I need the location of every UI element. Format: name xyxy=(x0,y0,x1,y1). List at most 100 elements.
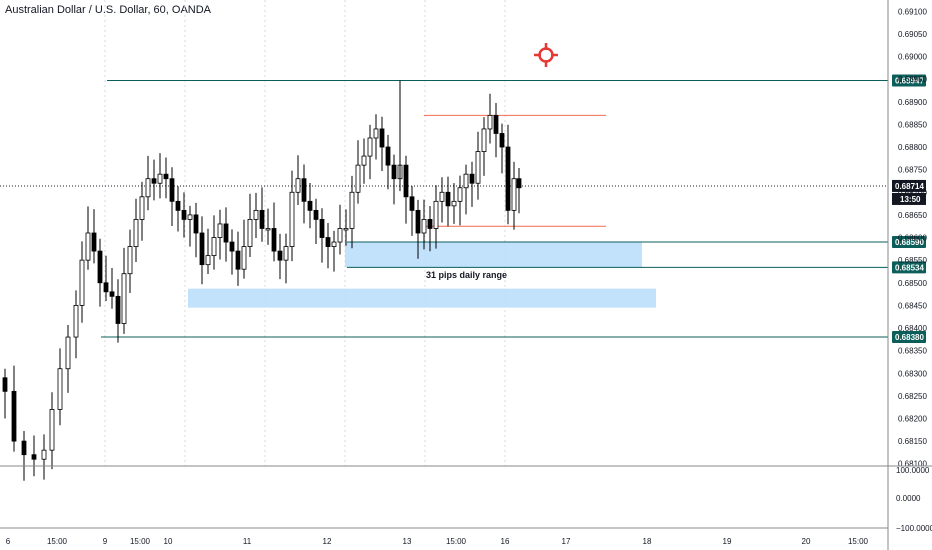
oscillator-tick-label: 0.0000 xyxy=(896,494,921,503)
candle-body xyxy=(475,151,481,184)
candle-body xyxy=(403,164,409,198)
time-axis: 6 15:00 9 15:00 10 11 12 13 15:00 16 17 18 19 20 15:00 xyxy=(0,527,888,546)
target-icon[interactable] xyxy=(534,43,558,67)
oscillator-tick-label: 100.0000 xyxy=(896,466,930,475)
time-tick-label: 6 xyxy=(6,537,11,546)
candle-body xyxy=(193,214,199,234)
daily-range-label: 31 pips daily range xyxy=(426,270,507,280)
price-tick-label: 0.68850 xyxy=(898,120,927,129)
time-tick-label: 15:00 xyxy=(130,537,151,546)
candle-body xyxy=(85,232,91,261)
candle-body xyxy=(355,164,361,193)
candle-body xyxy=(115,295,121,324)
price-tick-label: 0.68300 xyxy=(898,369,927,378)
time-tick-label: 17 xyxy=(562,537,571,546)
level-lines: 0.68947 0.68590 0.68534 0.68380 0.68714 13:50 xyxy=(0,74,926,344)
candle-body xyxy=(307,200,313,211)
candle-body xyxy=(445,191,451,207)
price-tick-label: 0.68700 xyxy=(898,188,927,197)
candle-body xyxy=(11,390,17,442)
candle-body xyxy=(367,137,373,157)
candle-body xyxy=(41,449,47,460)
time-tick-label: 16 xyxy=(501,537,510,546)
candle-body xyxy=(349,191,355,229)
price-tick-label: 0.69000 xyxy=(898,53,927,62)
time-tick-label: 13 xyxy=(403,537,412,546)
candle-body xyxy=(127,246,133,275)
candle-body xyxy=(145,178,151,198)
candle-body xyxy=(79,259,85,306)
candle-body xyxy=(91,232,97,252)
countdown-tag xyxy=(892,192,926,205)
candle-body xyxy=(175,200,181,211)
candle-body xyxy=(319,219,325,238)
candle-body xyxy=(427,219,433,229)
candle-body xyxy=(49,409,55,451)
chart-title: Australian Dollar / U.S. Dollar, 60, OAN… xyxy=(5,4,212,16)
candle-body xyxy=(187,214,193,220)
candle-body xyxy=(109,291,115,297)
candle-body xyxy=(121,273,127,324)
candle-body xyxy=(199,232,205,266)
level-tag xyxy=(892,261,926,274)
countdown-label: 13:50 xyxy=(900,195,921,204)
price-tick-label: 0.68500 xyxy=(898,279,927,288)
candle-body xyxy=(259,209,265,229)
level-tag-label: 0.68947 xyxy=(895,77,924,86)
price-tick-label: 0.68450 xyxy=(898,301,927,310)
candle-body xyxy=(205,255,211,266)
level-tag-label: 0.68590 xyxy=(895,238,924,247)
price-axis: 0.69100 0.69050 0.69000 0.68950 0.68900 0.688… xyxy=(887,0,927,550)
candle-body xyxy=(57,368,63,410)
candle-body xyxy=(283,246,289,261)
price-tick-label: 0.68150 xyxy=(898,437,927,446)
candle-body xyxy=(277,250,283,261)
candle-body xyxy=(265,228,271,231)
level-tag xyxy=(892,236,926,249)
candle-body xyxy=(103,282,109,293)
time-tick-label: 15:00 xyxy=(848,537,869,546)
candle-body xyxy=(325,237,331,247)
candle-body xyxy=(73,304,79,338)
support-zone xyxy=(188,288,656,308)
price-tick-label: 0.69100 xyxy=(898,7,927,16)
price-tick-label: 0.68950 xyxy=(898,75,927,84)
candle-body xyxy=(97,250,103,284)
candle-body xyxy=(133,219,139,247)
price-tick-label: 0.68100 xyxy=(898,460,927,469)
price-tick-label: 0.68800 xyxy=(898,143,927,152)
candle-body xyxy=(223,223,229,243)
candle-body xyxy=(65,336,71,370)
candle-body xyxy=(313,209,319,220)
price-tick-label: 0.68750 xyxy=(898,166,927,175)
time-tick-label: 10 xyxy=(164,537,173,546)
candle-body xyxy=(253,209,259,220)
annotations: 31 pips daily range xyxy=(426,270,507,280)
candle-body xyxy=(391,164,397,180)
price-tick-label: 0.68250 xyxy=(898,392,927,401)
level-tag-label: 0.68380 xyxy=(895,333,924,342)
candle-body xyxy=(139,196,145,220)
time-tick-label: 18 xyxy=(643,537,652,546)
candle-body xyxy=(457,187,463,202)
time-tick-label: 11 xyxy=(243,537,252,546)
candle-body xyxy=(499,133,505,148)
oscillator-pane: 100.0000 0.0000 −100.0000 xyxy=(0,465,932,533)
candle-body xyxy=(31,454,37,460)
candle-body xyxy=(481,128,487,152)
candle-body xyxy=(247,219,253,247)
candle-body xyxy=(211,237,217,257)
candle-body xyxy=(433,200,439,229)
candle-body xyxy=(516,178,522,189)
current-price-tag xyxy=(892,179,926,192)
time-tick-label: 12 xyxy=(323,537,332,546)
candle-body xyxy=(289,191,295,247)
time-tick-label: 20 xyxy=(802,537,811,546)
candle-body xyxy=(385,146,391,166)
candle-body xyxy=(241,246,247,270)
candle-body xyxy=(409,196,415,211)
price-tick-label: 0.68400 xyxy=(898,324,927,333)
candle-body xyxy=(337,228,343,243)
time-tick-label: 9 xyxy=(103,537,108,546)
